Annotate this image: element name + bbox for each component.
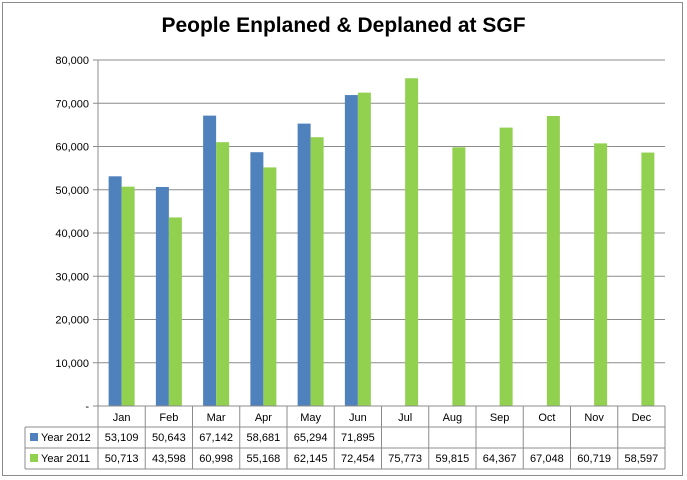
bar-year-2011-mar [216, 142, 230, 406]
data-label: 58,597 [625, 453, 659, 465]
x-tick-label: Jan [113, 412, 131, 424]
data-label: 67,048 [530, 453, 564, 465]
bar-year-2011-aug [452, 147, 466, 407]
y-tick-label: - [85, 401, 89, 413]
y-tick-label: 10,000 [55, 358, 89, 370]
x-tick-label: Jun [349, 412, 367, 424]
bar-year-2011-jul [405, 78, 419, 407]
x-tick-label: Aug [443, 412, 463, 424]
bar-year-2011-apr [263, 167, 277, 406]
y-tick-label: 40,000 [55, 228, 89, 240]
data-label: 75,773 [388, 453, 422, 465]
y-tick-label: 70,000 [55, 98, 89, 110]
bar-year-2011-dec [641, 152, 655, 406]
x-tick-label: Apr [255, 412, 272, 424]
data-label: 65,294 [294, 432, 328, 444]
bar-year-2012-mar [203, 115, 217, 407]
data-label: 55,168 [247, 453, 281, 465]
bar-year-2011-oct [546, 116, 560, 407]
data-label: 53,109 [105, 432, 139, 444]
y-tick-label: 20,000 [55, 315, 89, 327]
x-tick-label: Mar [207, 412, 226, 424]
y-tick-label: 80,000 [55, 55, 89, 67]
x-tick-label: Jul [398, 412, 412, 424]
data-label: 67,142 [199, 432, 233, 444]
bar-year-2012-jan [108, 176, 122, 406]
data-label: 43,598 [152, 453, 186, 465]
x-tick-label: May [300, 412, 321, 424]
x-tick-label: Nov [584, 412, 604, 424]
bar-year-2012-feb [155, 186, 169, 406]
x-tick-label: Oct [538, 412, 555, 424]
legend-swatch [30, 454, 38, 462]
data-label: 50,643 [152, 432, 186, 444]
bar-year-2011-sep [499, 127, 513, 406]
bar-year-2011-nov [594, 143, 608, 406]
bar-year-2011-jun [357, 92, 371, 407]
bar-year-2011-jan [121, 186, 135, 406]
x-tick-label: Sep [490, 412, 510, 424]
legend-label: Year 2012 [41, 432, 91, 444]
data-label: 72,454 [341, 453, 375, 465]
bar-year-2012-apr [250, 152, 264, 406]
y-tick-label: 50,000 [55, 185, 89, 197]
x-tick-label: Feb [159, 412, 178, 424]
bar-year-2012-jun [344, 95, 358, 406]
data-label: 59,815 [436, 453, 470, 465]
y-tick-label: 30,000 [55, 271, 89, 283]
data-label: 62,145 [294, 453, 328, 465]
legend-label: Year 2011 [41, 453, 90, 465]
data-label: 60,719 [577, 453, 611, 465]
y-tick-label: 60,000 [55, 142, 89, 154]
x-tick-label: Dec [632, 412, 652, 424]
bar-year-2011-may [310, 137, 324, 406]
data-label: 60,998 [199, 453, 233, 465]
bar-year-2012-may [297, 123, 311, 406]
data-label: 64,367 [483, 453, 517, 465]
data-label: 58,681 [247, 432, 281, 444]
legend-swatch [30, 433, 38, 441]
chart-title: People Enplaned & Deplaned at SGF [161, 14, 526, 37]
bar-year-2011-feb [168, 217, 182, 406]
data-label: 50,713 [105, 453, 139, 465]
data-label: 71,895 [341, 432, 375, 444]
